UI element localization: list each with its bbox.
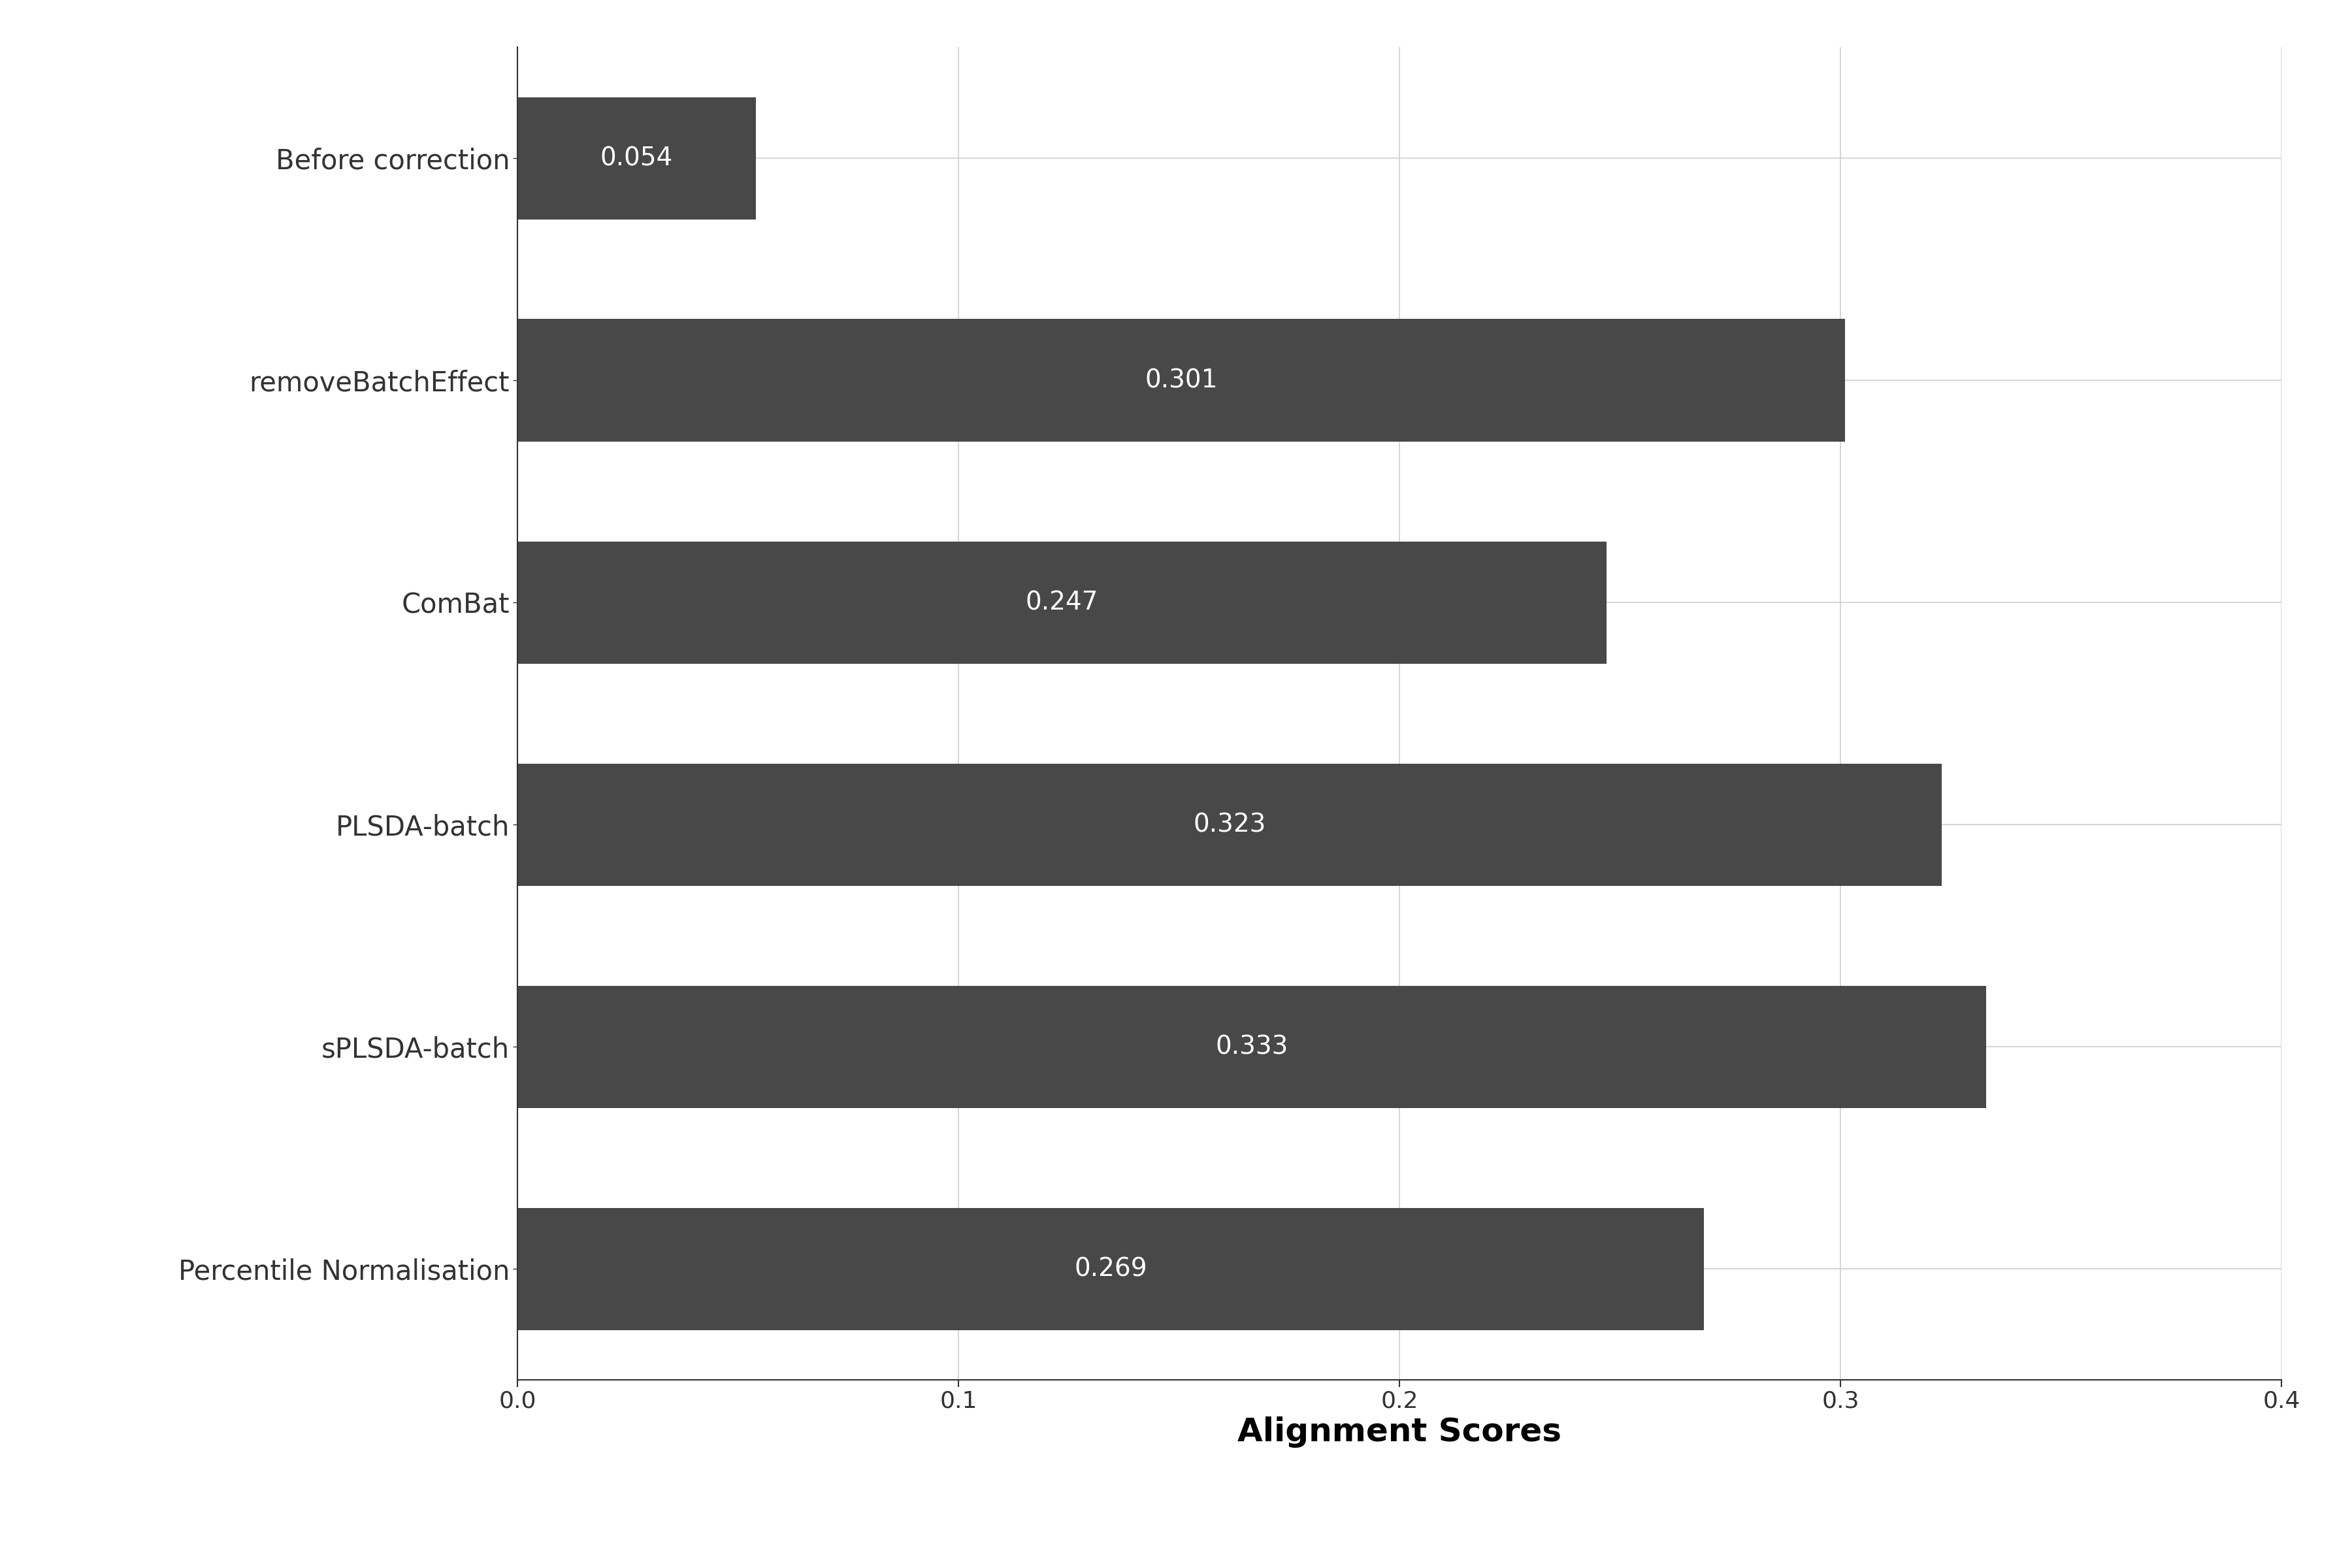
Text: 0.301: 0.301: [1145, 368, 1218, 392]
Text: 0.333: 0.333: [1216, 1035, 1289, 1058]
Bar: [517, 986, 1985, 1107]
Text: 0.054: 0.054: [600, 146, 673, 171]
Bar: [517, 97, 755, 220]
Text: 0.323: 0.323: [1192, 812, 1265, 837]
Text: 0.269: 0.269: [1075, 1256, 1148, 1281]
Bar: [517, 1207, 1703, 1330]
Bar: [517, 320, 1844, 441]
X-axis label: Alignment Scores: Alignment Scores: [1237, 1416, 1562, 1447]
Bar: [517, 541, 1606, 663]
Text: 0.247: 0.247: [1025, 590, 1098, 615]
Bar: [517, 764, 1943, 886]
